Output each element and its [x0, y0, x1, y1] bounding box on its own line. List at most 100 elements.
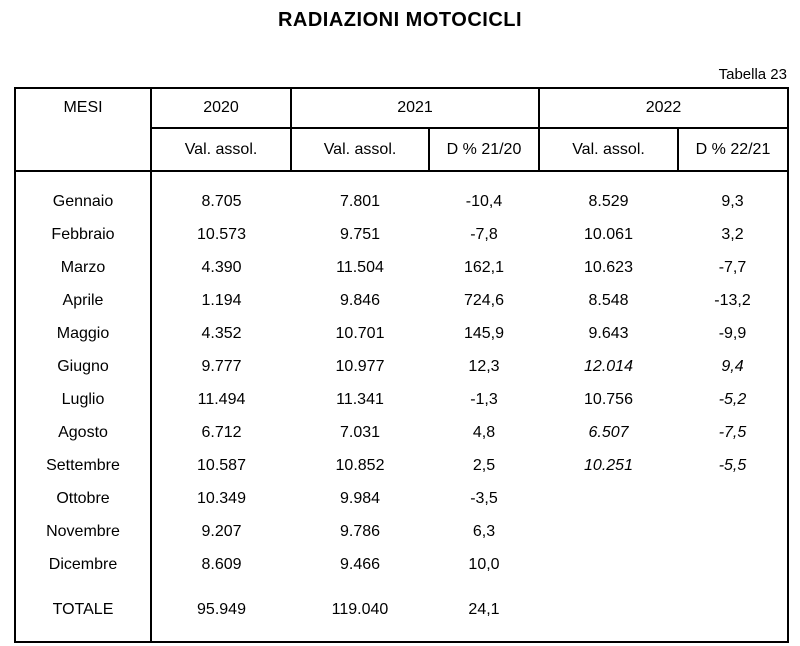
table-row: Novembre 9.207 9.786 6,3: [15, 515, 788, 548]
cell-2022-delta: -9,9: [718, 324, 747, 342]
cell-2022-delta: -13,2: [714, 291, 751, 309]
header-2022-val-assol: Val. assol.: [538, 128, 678, 172]
cell-2021-val: 119.040: [331, 601, 389, 618]
cell-2022-val: [539, 482, 678, 515]
header-2021-val-assol: Val. assol.: [290, 128, 429, 172]
cell-mese: Settembre: [15, 449, 152, 482]
cell-2021-val: 11.341: [336, 390, 384, 408]
table-container: Tabella 23 MESI 2020 2021 2022 Val. asso…: [14, 66, 789, 643]
cell-2020-val: 11.494: [197, 390, 246, 408]
cell-2020-val: 1.194: [201, 291, 242, 309]
table-row: Aprile 1.194 9.846 724,6 8.548 -13,2: [15, 284, 788, 317]
cell-2020-val: 4.390: [201, 258, 242, 276]
table-row: Giugno 9.777 10.977 12,3 12.014 9,4: [15, 350, 788, 383]
cell-2021-delta: 6,3: [472, 522, 496, 540]
cell-2021-val: 9.786: [339, 522, 381, 540]
cell-2021-delta: 162,1: [463, 258, 505, 276]
table-header: MESI 2020 2021 2022 Val. assol. Val. ass…: [15, 88, 788, 172]
table-row: Settembre 10.587 10.852 2,5 10.251 -5,5: [15, 449, 788, 482]
header-year-2021: 2021: [290, 88, 539, 129]
cell-2020-val: 9.207: [201, 522, 242, 540]
cell-2021-delta: -1,3: [470, 390, 498, 408]
table-number-label: Tabella 23: [718, 66, 787, 83]
table-row: Maggio 4.352 10.701 145,9 9.643 -9,9: [15, 317, 788, 350]
cell-2020-val: 9.777: [201, 357, 242, 375]
cell-2021-delta: 4,8: [472, 423, 496, 441]
cell-2021-val: 9.984: [339, 489, 381, 507]
cell-mese: Aprile: [15, 284, 152, 317]
header-2021-delta: D % 21/20: [428, 128, 539, 172]
cell-mese: Giugno: [15, 350, 152, 383]
cell-2020-val: 10.349: [197, 489, 246, 507]
cell-2020-val: 10.587: [197, 456, 246, 474]
cell-2021-val: 9.466: [339, 555, 381, 573]
cell-2020-val: 6.712: [201, 423, 242, 441]
table-body: Gennaio 8.705 7.801 -10,4 8.529 9,3 Febbraio 10…: [15, 171, 788, 642]
cell-2021-delta: 145,9: [463, 324, 505, 342]
cell-2022-delta: -5,2: [718, 390, 747, 408]
cell-2022-delta: -7,5: [718, 423, 747, 441]
cell-2021-val: 7.801: [339, 192, 381, 210]
table-row: Ottobre 10.349 9.984 -3,5: [15, 482, 788, 515]
total-row: TOTALE 95.949 119.040 24,1: [15, 581, 788, 642]
cell-mese: Maggio: [15, 317, 152, 350]
cell-2022-delta: -7,7: [718, 258, 747, 276]
table-row: Agosto 6.712 7.031 4,8 6.507 -7,5: [15, 416, 788, 449]
cell-2021-val: 10.977: [335, 357, 385, 375]
cell-2022-val: 10.061: [584, 225, 633, 243]
cell-2021-val: 7.031: [339, 423, 381, 441]
radiazioni-motocicli-table: MESI 2020 2021 2022 Val. assol. Val. ass…: [14, 87, 789, 643]
cell-2022-val: 8.529: [588, 192, 629, 210]
cell-mese: Febbraio: [15, 218, 152, 251]
cell-mese: Dicembre: [15, 548, 152, 581]
cell-2022-delta: [678, 581, 788, 642]
cell-2021-val: 11.504: [336, 258, 384, 276]
header-mesi: MESI: [15, 88, 152, 172]
cell-2022-val: 9.643: [588, 324, 629, 342]
cell-2022-delta: [678, 515, 788, 548]
cell-2022-delta: [678, 548, 788, 581]
cell-2022-delta: -5,5: [718, 456, 747, 474]
cell-2022-val: [539, 548, 678, 581]
cell-2021-delta: 10,0: [468, 555, 500, 573]
cell-2021-delta: -7,8: [470, 225, 498, 243]
table-row: Dicembre 8.609 9.466 10,0: [15, 548, 788, 581]
table-row: Marzo 4.390 11.504 162,1 10.623 -7,7: [15, 251, 788, 284]
cell-2020-val: 8.609: [201, 555, 242, 573]
cell-2021-delta: -10,4: [465, 192, 503, 210]
cell-2022-val: 8.548: [588, 291, 629, 309]
table-row: Gennaio 8.705 7.801 -10,4 8.529 9,3: [15, 171, 788, 218]
page-title: RADIAZIONI MOTOCICLI: [277, 9, 523, 31]
cell-2022-val: 10.623: [584, 258, 633, 276]
header-2020-val-assol: Val. assol.: [150, 128, 291, 172]
cell-2021-val: 10.701: [335, 324, 385, 342]
cell-2020-val: 4.352: [201, 324, 242, 342]
cell-2022-delta: 9,4: [721, 357, 744, 375]
cell-2022-val: [539, 581, 678, 642]
cell-2020-val: 8.705: [201, 192, 242, 210]
cell-2020-val: 10.573: [197, 225, 246, 243]
cell-mese: Marzo: [15, 251, 152, 284]
header-row-years: MESI 2020 2021 2022: [15, 88, 788, 172]
cell-mese: Luglio: [15, 383, 152, 416]
cell-2022-val: [539, 515, 678, 548]
cell-2022-val: 6.507: [588, 423, 629, 441]
table-row: Febbraio 10.573 9.751 -7,8 10.061 3,2: [15, 218, 788, 251]
cell-2021-val: 9.846: [339, 291, 381, 309]
header-row-sub: Val. assol. Val. assol. D % 21/20 Val. a…: [15, 128, 788, 172]
header-year-2020: 2020: [150, 88, 291, 129]
cell-mese: Agosto: [15, 416, 152, 449]
cell-mese: TOTALE: [15, 581, 152, 642]
cell-mese: Ottobre: [15, 482, 152, 515]
cell-2022-val: 10.251: [584, 456, 633, 474]
cell-2020-val: 95.949: [197, 601, 246, 618]
cell-2021-delta: 12,3: [468, 357, 500, 375]
cell-2021-val: 9.751: [339, 225, 381, 243]
cell-2022-delta: 3,2: [721, 225, 744, 243]
cell-2021-delta: -3,5: [470, 489, 498, 507]
table-row: Luglio 11.494 11.341 -1,3 10.756 -5,2: [15, 383, 788, 416]
cell-mese: Novembre: [15, 515, 152, 548]
cell-2021-val: 10.852: [335, 456, 385, 474]
cell-2022-delta: 9,3: [721, 192, 744, 210]
cell-2022-val: 12.014: [584, 357, 633, 375]
